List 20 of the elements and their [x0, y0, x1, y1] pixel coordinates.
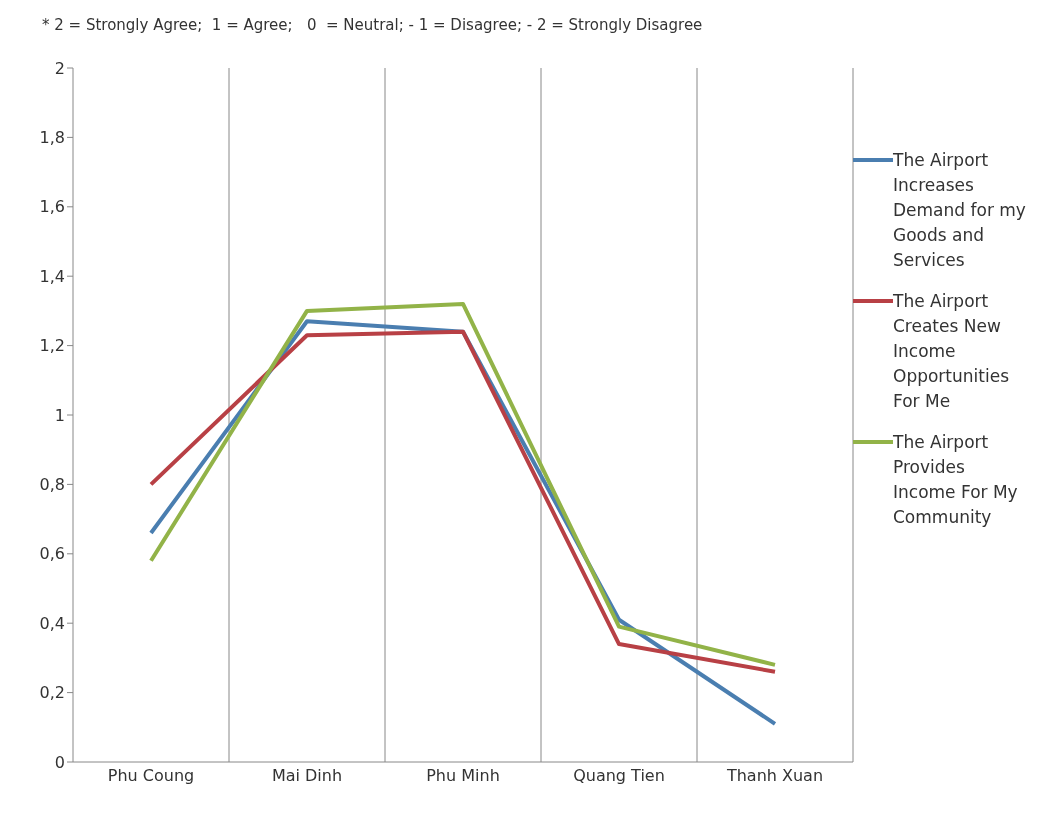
legend-label: The Airport Increases Demand for my Goods and Services: [893, 149, 1027, 272]
y-tick-label: 1,6: [39, 197, 65, 217]
y-tick-label: 1,4: [39, 266, 65, 286]
y-tick-label: 0,6: [39, 544, 65, 564]
y-tick-label: 0,2: [39, 683, 65, 703]
legend-label: The Airport Provides Income For My Community: [893, 431, 1019, 529]
y-tick-label: 1,2: [39, 336, 65, 356]
x-tick-label: Quang Tien: [573, 766, 665, 786]
x-tick-label: Mai Dinh: [271, 766, 343, 786]
y-tick-label: 0,4: [39, 613, 65, 633]
y-tick-label: 1,8: [39, 128, 65, 148]
legend-label: The Airport Creates New Income Opportunities For Me: [893, 290, 1010, 413]
x-tick-label: Thanh Xuan: [725, 766, 824, 786]
y-tick-label: 1: [54, 405, 65, 425]
y-tick-label: 0,8: [39, 475, 65, 495]
chart-title: * 2 = Strongly Agree; 1 = Agree; 0 = Neutral; - 1 = Disagree; - 2 = Strongly Disagree: [41, 15, 704, 36]
x-tick-label: Phu Coung: [107, 766, 195, 786]
y-tick-label: 0: [54, 752, 65, 772]
x-tick-label: Phu Minh: [426, 766, 500, 786]
y-tick-label: 2: [54, 58, 65, 78]
